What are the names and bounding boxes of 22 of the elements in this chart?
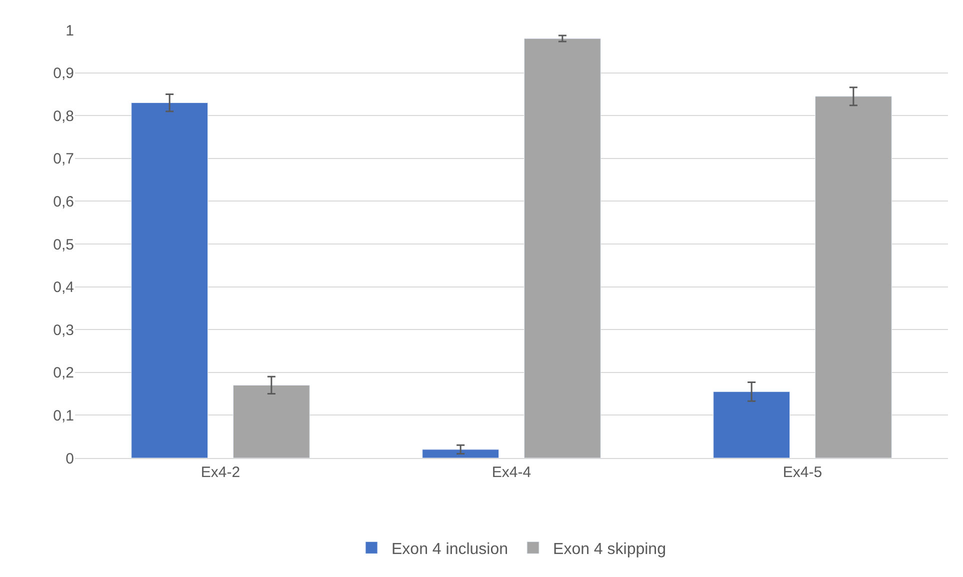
y-tick-label: 0,5 [53,236,74,254]
y-tick-label: 0,8 [53,108,74,125]
y-tick-label: 0,7 [53,150,74,168]
bar [814,96,892,458]
y-tick-label: 0,2 [53,364,74,382]
bar [524,38,601,458]
legend-label: Exon 4 skipping [553,540,666,558]
y-tick-label: 0,4 [53,279,74,296]
bar [131,102,208,458]
x-tick-label: Ex4-5 [782,464,822,481]
y-tick-label: 0,1 [53,407,74,424]
y-tick-label: 0 [66,450,74,468]
x-tick-label: Ex4-2 [200,464,240,481]
bar [232,384,310,458]
y-tick-label: 0,9 [53,65,74,82]
x-tick-label: Ex4-4 [492,464,532,481]
y-tick-label: 0,6 [53,193,74,210]
y-tick-label: 1 [66,22,74,40]
bar [422,449,500,458]
legend-label: Exon 4 inclusion [392,540,508,558]
y-tick-label: 0,3 [53,322,74,339]
bar [713,391,790,458]
